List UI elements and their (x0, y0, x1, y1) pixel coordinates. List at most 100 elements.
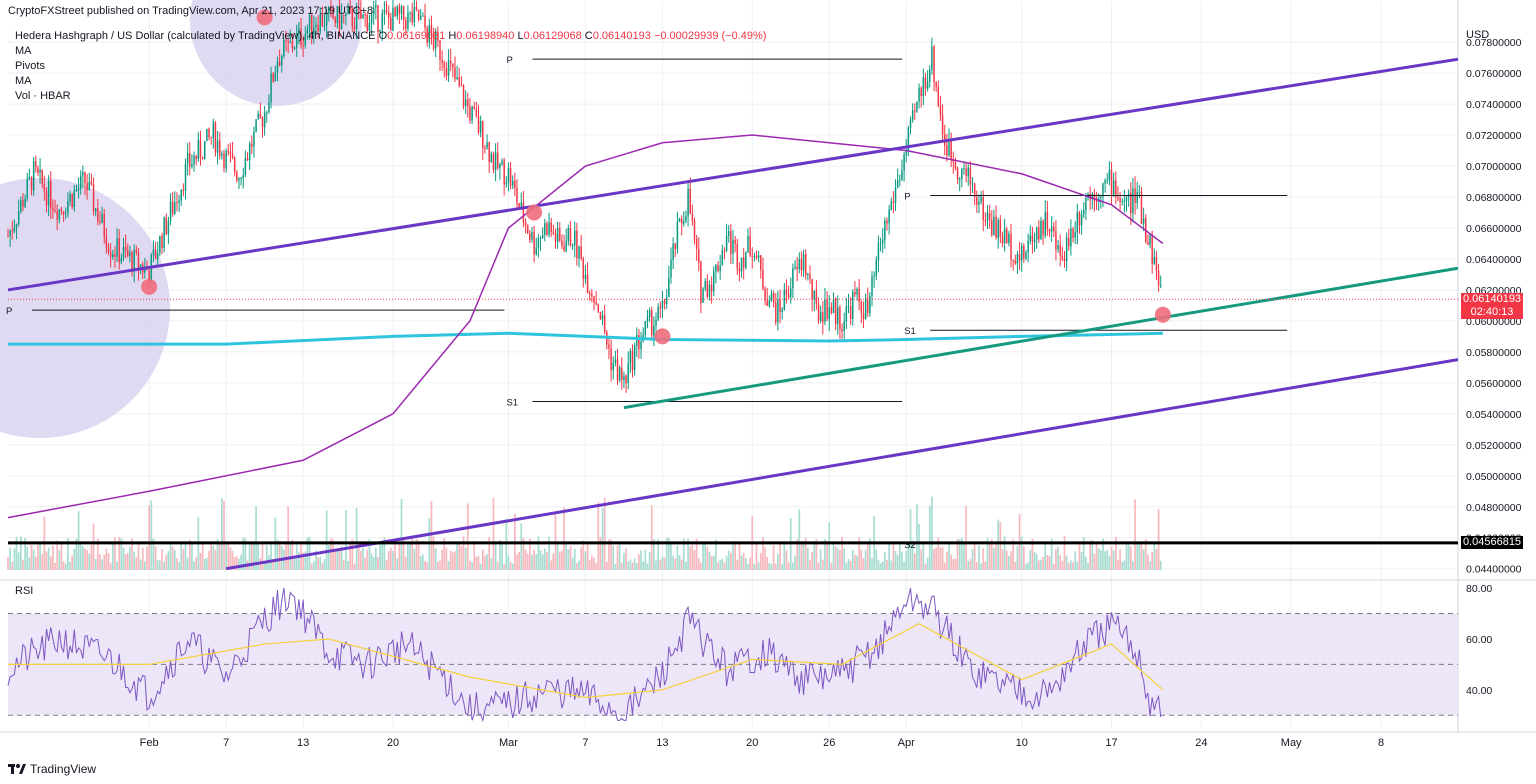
volume-bar (443, 537, 446, 570)
candle-body (725, 235, 728, 251)
volume-bar (400, 498, 403, 570)
volume-bar (730, 552, 732, 570)
volume-bar (158, 560, 161, 570)
candle-body (20, 199, 22, 212)
volume-bar (263, 561, 266, 570)
candle-body (629, 351, 632, 364)
candle-body (13, 227, 16, 232)
indicator-ma-2[interactable]: MA (15, 75, 32, 87)
volume-bar (1042, 556, 1044, 570)
rsi-label[interactable]: RSI (15, 585, 34, 597)
volume-bar (1112, 550, 1115, 570)
volume-bar (1055, 548, 1057, 570)
volume-bar (826, 540, 828, 570)
candle-body (1008, 234, 1010, 244)
volume-bar (310, 563, 313, 570)
candle-body (884, 220, 886, 240)
volume-bar (740, 555, 743, 570)
volume-bar (137, 541, 140, 570)
candle-body (749, 236, 751, 256)
time-tick-label: 17 (1105, 737, 1117, 749)
volume-bar (969, 559, 972, 570)
volume-bar (387, 550, 390, 570)
candle-body (334, 18, 336, 24)
volume-bar (180, 543, 183, 570)
candle-body (764, 288, 766, 301)
indicator-pivots[interactable]: Pivots (15, 60, 45, 72)
volume-bar (946, 551, 948, 570)
candle-body (443, 62, 446, 68)
price-tick-label: 0.04400000 (1466, 564, 1522, 576)
volume-bar (1072, 562, 1074, 570)
volume-bar (939, 547, 942, 570)
candle-body (336, 5, 339, 24)
candle-body (1059, 245, 1061, 256)
volume-bar (661, 556, 664, 570)
candle-body (97, 208, 99, 222)
candle-body (971, 183, 974, 185)
candle-body (736, 243, 739, 269)
candle-body (112, 254, 114, 257)
indicator-volume[interactable]: Vol · HBAR (15, 90, 71, 102)
candle-body (360, 9, 362, 19)
candle-body (60, 209, 63, 212)
candle-body (428, 25, 431, 43)
candle-body (1038, 227, 1040, 240)
touch-marker (141, 278, 158, 295)
price-tick-label: 0.07400000 (1466, 99, 1522, 111)
volume-bar (325, 510, 328, 570)
volume-bar (546, 552, 548, 570)
candle-body (612, 363, 614, 371)
candle-body (991, 220, 993, 235)
volume-bar (1033, 552, 1036, 570)
volume-bar (111, 543, 114, 570)
candle-body (1130, 192, 1132, 214)
candle-body (988, 212, 991, 221)
candle-body (719, 265, 721, 272)
candle-body (571, 245, 574, 247)
volume-bar (980, 563, 982, 570)
volume-bar (954, 558, 957, 570)
volume-bar (372, 556, 375, 570)
time-tick-label: 13 (297, 737, 309, 749)
candle-body (937, 87, 940, 106)
volume-bar (1093, 553, 1096, 570)
candle-body (544, 223, 546, 235)
volume-bar (79, 544, 82, 570)
volume-bar (426, 562, 429, 570)
candle-body (30, 176, 33, 191)
symbol-title[interactable]: Hedera Hashgraph / US Dollar (calculated… (15, 30, 376, 42)
candle-body (839, 307, 841, 329)
footer-brand[interactable]: TradingView (8, 762, 96, 776)
candle-body (554, 233, 557, 242)
volume-bar (404, 556, 407, 570)
volume-bar (355, 507, 358, 570)
volume-bar (573, 548, 576, 570)
volume-bar (496, 561, 499, 570)
candle-body (227, 151, 230, 153)
candle-body (1080, 214, 1083, 226)
volume-bar (52, 545, 54, 570)
volume-bar (717, 562, 719, 570)
candle-body (148, 270, 150, 283)
volume-bar (488, 536, 491, 570)
indicator-ma-1[interactable]: MA (15, 45, 32, 57)
candle-body (1063, 259, 1066, 262)
volume-bar (520, 523, 523, 570)
volume-bar (150, 500, 153, 570)
volume-bar (191, 541, 193, 570)
candle-body (691, 213, 694, 221)
volume-bar (582, 540, 585, 570)
volume-bar (757, 562, 760, 570)
volume-bar (806, 547, 809, 570)
candle-body (45, 191, 48, 206)
volume-bar (370, 553, 373, 570)
candle-body (317, 24, 319, 32)
volume-bar (971, 548, 974, 570)
volume-bar (323, 559, 326, 570)
volume-bar (926, 557, 929, 570)
volume-bar (798, 509, 801, 570)
candle-body (837, 307, 839, 325)
candle-body (447, 60, 450, 76)
